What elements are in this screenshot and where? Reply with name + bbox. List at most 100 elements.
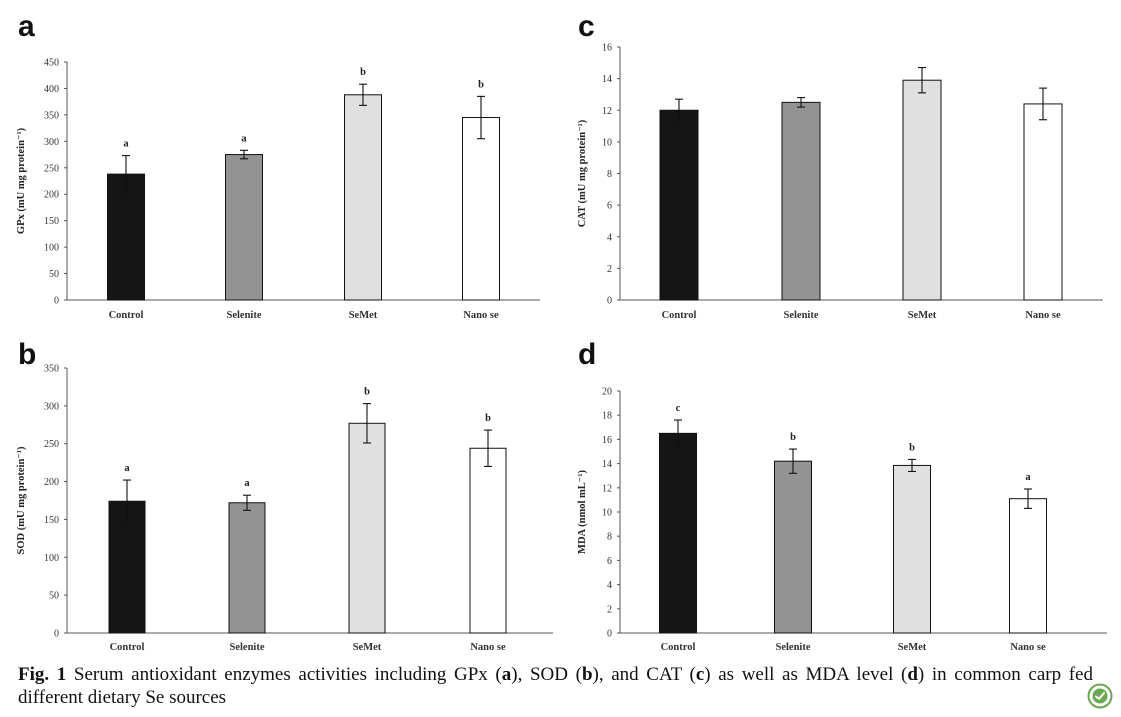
- x-category-label: Nano se: [463, 310, 499, 321]
- y-axis-label: CAT (mU mg protein⁻¹): [577, 119, 588, 227]
- significance-label: b: [485, 413, 491, 424]
- y-tick-label: 0: [54, 296, 59, 307]
- y-axis-label: MDA (nmol mL⁻¹): [577, 470, 588, 554]
- bar-control: [659, 432, 697, 634]
- crossmark-icon[interactable]: [1087, 683, 1113, 709]
- bar-control: [659, 109, 699, 301]
- caption-prefix: Fig. 1: [18, 664, 67, 685]
- bar-selenite: [228, 502, 266, 634]
- significance-label: b: [364, 387, 370, 398]
- y-tick-label: 8: [607, 169, 612, 180]
- y-tick-label: 4: [607, 580, 612, 591]
- y-axis-label: GPx (mU mg protein⁻¹): [16, 127, 27, 234]
- y-tick-label: 10: [602, 508, 612, 519]
- y-tick-label: 16: [602, 43, 612, 54]
- x-category-label: Control: [661, 642, 696, 653]
- y-tick-label: 350: [44, 364, 59, 375]
- y-tick-label: 50: [49, 269, 59, 280]
- bar-semet: [893, 464, 931, 634]
- chart-gpx: 0 50 100 150 200 250 300 350 400 450 GPx (mU mg pr…: [16, 58, 540, 321]
- bar-semet: [348, 422, 386, 634]
- y-tick-label: 400: [44, 84, 59, 95]
- y-tick-label: 250: [44, 163, 59, 174]
- y-tick-label: 200: [44, 477, 59, 488]
- y-tick-label: 4: [607, 232, 612, 243]
- y-tick-label: 0: [607, 629, 612, 640]
- caption-ref-c: c: [695, 664, 705, 685]
- x-category-label: Selenite: [227, 310, 262, 321]
- panel-d: d 0 2 4 6 8 10 12 14 16 18 20 MDA (nmol mL⁻¹) c Contr…: [577, 338, 1107, 653]
- caption-text: ), SOD (: [511, 664, 582, 685]
- x-category-label: Control: [110, 642, 145, 653]
- y-tick-label: 14: [602, 74, 612, 85]
- y-tick-label: 14: [602, 459, 612, 470]
- bar-nano-se: [1009, 498, 1047, 634]
- x-category-label: SeMet: [349, 310, 378, 321]
- x-category-label: Nano se: [1010, 642, 1046, 653]
- bar-semet: [344, 94, 382, 301]
- bar-selenite: [225, 154, 263, 301]
- bar-nano-se: [462, 117, 500, 301]
- y-tick-label: 150: [44, 216, 59, 227]
- bar-control: [108, 500, 146, 634]
- x-category-label: Control: [662, 310, 697, 321]
- y-tick-label: 2: [607, 264, 612, 275]
- y-tick-label: 2: [607, 604, 612, 615]
- significance-label: a: [241, 133, 247, 144]
- y-tick-label: 20: [602, 387, 612, 398]
- bar-selenite: [774, 460, 812, 634]
- y-tick-label: 18: [602, 411, 612, 422]
- caption-text: ) as well as MDA level (: [704, 664, 908, 685]
- x-category-label: Selenite: [230, 642, 265, 653]
- significance-label: b: [478, 79, 484, 90]
- y-tick-label: 150: [44, 515, 59, 526]
- panel-letter: b: [18, 338, 37, 371]
- y-tick-label: 350: [44, 110, 59, 121]
- y-tick-label: 16: [602, 435, 612, 446]
- panel-letter: a: [18, 10, 35, 43]
- y-axis-label: SOD (mU mg protein⁻¹): [16, 446, 27, 554]
- caption-text: ) in common carp fed different dietary S…: [18, 664, 1093, 708]
- y-tick-label: 100: [44, 553, 59, 564]
- figure-caption: Fig. 1 Serum antioxidant enzymes activit…: [18, 663, 1093, 709]
- y-tick-label: 6: [607, 201, 612, 212]
- y-tick-label: 450: [44, 58, 59, 69]
- bar-nano-se: [1023, 103, 1063, 301]
- significance-label: a: [123, 139, 129, 150]
- chart-mda: 0 2 4 6 8 10 12 14 16 18 20 MDA (nmol mL⁻¹) c Control…: [577, 387, 1107, 653]
- panel-b: b 0 50 100 150 200 250 300 350 SOD (mU mg protei…: [0, 0, 560, 660]
- bar-control: [107, 173, 145, 301]
- significance-label: a: [1025, 472, 1031, 483]
- y-tick-label: 50: [49, 591, 59, 602]
- x-category-label: Selenite: [776, 642, 811, 653]
- chart-cat: 0 2 4 6 8 10 12 14 16 CAT (mU mg protein⁻¹) Contro…: [577, 43, 1103, 321]
- panel-letter: d: [578, 338, 597, 371]
- x-category-label: Nano se: [1025, 310, 1061, 321]
- caption-text: ), and CAT (: [592, 664, 696, 685]
- panel-a: a 0 50 100 150 200 250 300 350 400 450 GPx (mU mg …: [0, 0, 560, 330]
- x-category-label: SeMet: [908, 310, 937, 321]
- x-category-label: SeMet: [353, 642, 382, 653]
- significance-label: b: [909, 442, 915, 453]
- y-tick-label: 10: [602, 137, 612, 148]
- significance-label: a: [124, 463, 130, 474]
- y-tick-label: 8: [607, 532, 612, 543]
- caption-text: Serum antioxidant enzymes activities inc…: [66, 664, 502, 685]
- x-category-label: Nano se: [470, 642, 506, 653]
- x-category-label: Control: [109, 310, 144, 321]
- chart-sod: 0 50 100 150 200 250 300 350 SOD (mU mg protein⁻…: [16, 364, 553, 653]
- x-category-label: SeMet: [898, 642, 927, 653]
- y-tick-label: 300: [44, 401, 59, 412]
- panel-letter: c: [578, 10, 595, 43]
- significance-label: c: [676, 403, 681, 414]
- significance-label: b: [360, 67, 366, 78]
- caption-ref-b: b: [581, 664, 593, 685]
- panel-c: c 0 2 4 6 8 10 12 14 16 CAT (mU mg protein⁻¹) Cont…: [0, 0, 1121, 330]
- y-tick-label: 250: [44, 439, 59, 450]
- y-tick-label: 300: [44, 137, 59, 148]
- y-tick-label: 0: [54, 629, 59, 640]
- y-tick-label: 200: [44, 190, 59, 201]
- bar-semet: [902, 79, 942, 301]
- significance-label: b: [790, 432, 796, 443]
- y-tick-label: 0: [607, 296, 612, 307]
